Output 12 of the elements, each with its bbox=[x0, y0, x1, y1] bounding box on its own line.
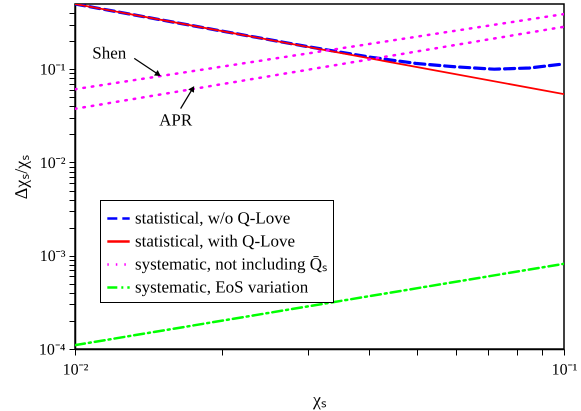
y-tick-label: 10⁻³ bbox=[40, 248, 66, 266]
legend-label: statistical, with Q-Love bbox=[135, 232, 296, 250]
legend-label: systematic, not including Q̄ₛ bbox=[135, 254, 327, 274]
annotation: Shen bbox=[92, 43, 127, 62]
y-axis-title: Δχₛ/χₛ bbox=[10, 154, 31, 200]
annotation: APR bbox=[159, 110, 193, 130]
x-axis-title: χₛ bbox=[312, 390, 327, 410]
legend-label: systematic, EoS variation bbox=[135, 278, 309, 296]
legend-label: statistical, w/o Q-Love bbox=[135, 208, 290, 228]
y-tick-label: 10⁻² bbox=[40, 154, 66, 172]
y-tick-label: 10⁻⁴ bbox=[38, 342, 66, 358]
y-tick-label: 10⁻¹ bbox=[40, 62, 66, 79]
